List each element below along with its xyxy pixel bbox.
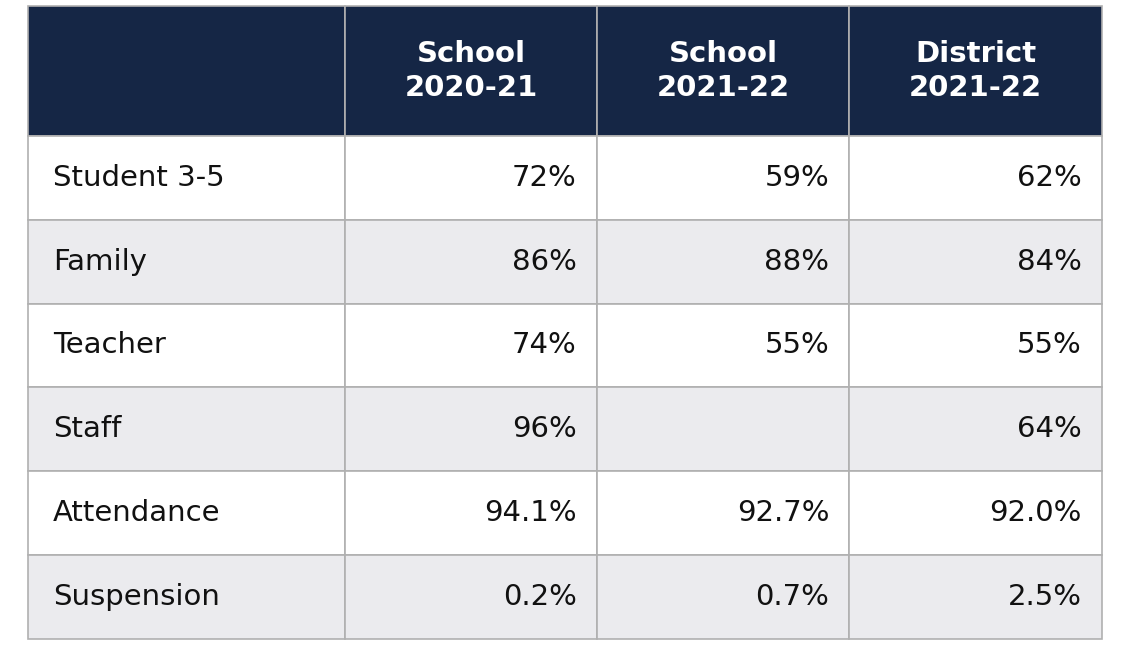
Bar	[850, 304, 1102, 387]
Bar	[597, 136, 850, 220]
Bar	[597, 555, 850, 639]
Bar	[850, 471, 1102, 555]
Text: Family: Family	[53, 248, 147, 275]
Text: 0.7%: 0.7%	[755, 582, 829, 611]
Text: Suspension: Suspension	[53, 582, 220, 611]
Bar	[345, 304, 597, 387]
Text: 92.7%: 92.7%	[737, 499, 829, 527]
Text: 94.1%: 94.1%	[485, 499, 576, 527]
Bar	[850, 136, 1102, 220]
Text: Student 3-5: Student 3-5	[53, 164, 225, 192]
Bar	[345, 471, 597, 555]
Bar	[28, 136, 345, 220]
Text: School: School	[669, 41, 777, 68]
Text: 74%: 74%	[512, 332, 576, 359]
Bar	[850, 555, 1102, 639]
Text: 64%: 64%	[1017, 415, 1081, 443]
Bar	[28, 555, 345, 639]
Text: 2021-22: 2021-22	[909, 74, 1042, 102]
Bar	[597, 6, 850, 136]
Text: 92.0%: 92.0%	[989, 499, 1081, 527]
Text: 59%: 59%	[764, 164, 829, 192]
Bar	[597, 471, 850, 555]
Text: 72%: 72%	[512, 164, 576, 192]
Text: 2021-22: 2021-22	[657, 74, 790, 102]
Bar	[28, 304, 345, 387]
Text: Staff: Staff	[53, 415, 122, 443]
Text: 86%: 86%	[512, 248, 576, 275]
Bar	[597, 220, 850, 304]
Bar	[597, 387, 850, 471]
Bar	[28, 471, 345, 555]
Bar	[345, 555, 597, 639]
Text: Teacher: Teacher	[53, 332, 166, 359]
Text: 2020-21: 2020-21	[405, 74, 538, 102]
Text: 62%: 62%	[1017, 164, 1081, 192]
Text: 2.5%: 2.5%	[1008, 582, 1081, 611]
Text: 55%: 55%	[764, 332, 829, 359]
Bar	[345, 220, 597, 304]
Text: District: District	[915, 41, 1036, 68]
Text: 0.2%: 0.2%	[503, 582, 576, 611]
Bar	[850, 6, 1102, 136]
Bar	[850, 387, 1102, 471]
Bar	[345, 6, 597, 136]
Bar	[345, 387, 597, 471]
Text: School: School	[417, 41, 525, 68]
Bar	[597, 304, 850, 387]
Text: 55%: 55%	[1017, 332, 1081, 359]
Bar	[345, 136, 597, 220]
Text: Attendance: Attendance	[53, 499, 220, 527]
Text: 84%: 84%	[1017, 248, 1081, 275]
Text: 88%: 88%	[764, 248, 829, 275]
Bar	[28, 220, 345, 304]
Bar	[28, 6, 345, 136]
Bar	[28, 387, 345, 471]
Bar	[850, 220, 1102, 304]
Text: 96%: 96%	[512, 415, 576, 443]
